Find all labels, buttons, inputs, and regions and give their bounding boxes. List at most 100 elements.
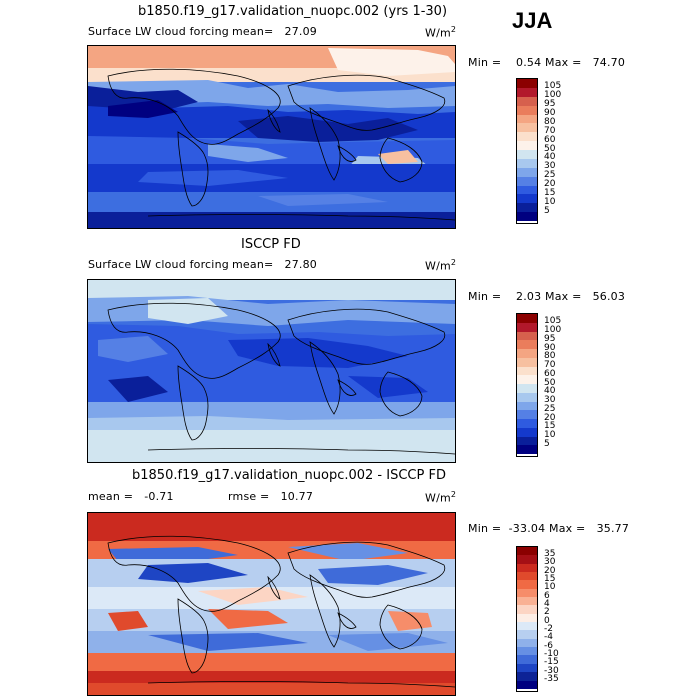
colorbar-tick-label: 60: [544, 134, 556, 145]
panel-3-max-value: 35.77: [596, 522, 630, 535]
colorbar-segment: [517, 638, 537, 648]
colorbar-tick-label: -6: [544, 640, 553, 651]
panel-3-units: W/m2: [425, 490, 456, 505]
colorbar-segment: [517, 605, 537, 614]
panel-1-units-exp: 2: [450, 25, 457, 34]
colorbar-segment: [517, 680, 537, 689]
panel-3-minmax: Min = -33.04 Max = 35.77: [468, 522, 629, 535]
colorbar-segment: [517, 114, 537, 124]
colorbar-segment: [517, 123, 537, 133]
colorbar-segment: [517, 87, 537, 97]
panel-2-colorbar-ticks: 105 100 95 90 80 70 60 50 40 30 25 20 15 10 5: [544, 313, 584, 457]
panel-3-mean: mean = -0.71: [88, 490, 174, 503]
panel-2-colorbar: [516, 313, 538, 457]
colorbar-tick-label: 15: [544, 421, 556, 432]
colorbar-tick-label: 100: [544, 325, 562, 335]
colorbar-segment: [517, 79, 537, 88]
panel-1-mean-value: 27.09: [284, 25, 318, 38]
colorbar-tick-label: 30: [544, 557, 556, 568]
panel-2-max-value: 56.03: [592, 290, 626, 303]
colorbar-tick-label: 80: [544, 116, 556, 127]
colorbar-tick-label: 95: [544, 333, 556, 344]
colorbar-tick-label: 20: [544, 179, 556, 189]
panel-2-map: [87, 279, 456, 463]
colorbar-segment: [517, 105, 537, 115]
colorbar-tick-label: -10: [544, 649, 559, 660]
colorbar-segment: [517, 340, 537, 349]
colorbar-segment: [517, 349, 537, 358]
colorbar-tick-label: 30: [544, 161, 556, 172]
panel-2-minmax: Min = 2.03 Max = 56.03: [468, 290, 625, 303]
colorbar-segment: [517, 194, 537, 204]
colorbar-tick-label: 10: [544, 196, 556, 207]
panel-2-mean-label: mean=: [232, 258, 274, 271]
panel-1-map: [87, 45, 456, 229]
panel-3-colorbar-ticks: 35 30 20 15 10 6 4 2 0 -2 -4 -6 -10 -15 -30 -35: [544, 546, 584, 692]
panel-2-units-text: W/m: [425, 259, 451, 273]
colorbar-segment: [517, 427, 537, 437]
colorbar-tick-label: 4: [544, 598, 550, 609]
panel-1-variable: Surface LW cloud forcing: [88, 25, 229, 38]
colorbar-segment: [517, 672, 537, 681]
colorbar-tick-label: 60: [544, 368, 556, 379]
colorbar-segment: [517, 392, 537, 402]
colorbar-tick-label: 100: [544, 90, 562, 101]
panel-1-units: W/m2: [425, 25, 456, 40]
panel-3-min-label: Min =: [468, 522, 502, 535]
colorbar-tick-label: 50: [544, 143, 556, 154]
panel-3-mean-value: -0.71: [144, 490, 174, 503]
colorbar-segment: [517, 158, 537, 168]
panel-2-mean-value: 27.80: [284, 258, 318, 271]
colorbar-segment: [517, 630, 537, 639]
colorbar-segment: [517, 96, 537, 106]
panel-1-units-text: W/m: [425, 26, 451, 40]
colorbar-segment: [517, 331, 537, 341]
panel-1-min-label: Min =: [468, 56, 502, 69]
colorbar-tick-label: 15: [544, 187, 556, 198]
colorbar-segment: [517, 622, 537, 631]
panel-3-title: b1850.f19_g17.validation_nuopc.002 - ISC…: [132, 468, 446, 483]
colorbar-segment: [517, 445, 537, 454]
colorbar-segment: [517, 141, 537, 150]
colorbar-segment: [517, 588, 537, 598]
panel-3-rmse: rmse = 10.77: [228, 490, 313, 503]
panel-1-min-value: 0.54: [516, 56, 542, 69]
colorbar-segment: [517, 357, 537, 367]
colorbar-tick-label: 105: [544, 316, 562, 327]
colorbar-segment: [517, 212, 537, 221]
panel-1-mean-label: mean=: [232, 25, 274, 38]
colorbar-tick-label: 80: [544, 351, 556, 362]
colorbar-segment: [517, 436, 537, 446]
colorbar-segment: [517, 572, 537, 581]
colorbar-tick-label: -15: [544, 657, 559, 668]
colorbar-segment: [517, 366, 537, 376]
colorbar-segment: [517, 203, 537, 213]
colorbar-segment: [517, 580, 537, 589]
panel-2-mean: mean= 27.80: [232, 258, 317, 271]
colorbar-segment: [517, 647, 537, 656]
colorbar-segment: [517, 132, 537, 142]
colorbar-tick-label: 30: [544, 395, 556, 405]
colorbar-tick-label: 90: [544, 108, 556, 118]
colorbar-tick-label: 90: [544, 342, 556, 353]
panel-3-map: [87, 512, 456, 696]
colorbar-segment: [517, 597, 537, 606]
colorbar-segment: [517, 555, 537, 564]
colorbar-tick-label: 6: [544, 590, 550, 601]
panel-2-units: W/m2: [425, 258, 456, 273]
colorbar-tick-label: 25: [544, 403, 556, 414]
panel-1-max-label: Max =: [545, 56, 582, 69]
panel-1-mean: mean= 27.09: [232, 25, 317, 38]
panel-2-min-value: 2.03: [516, 290, 542, 303]
colorbar-tick-label: 40: [544, 152, 556, 163]
panel-1-title: b1850.f19_g17.validation_nuopc.002 (yrs …: [138, 4, 448, 19]
colorbar-segment: [517, 167, 537, 177]
colorbar-segment: [517, 150, 537, 159]
season-label: JJA: [512, 8, 553, 33]
colorbar-tick-label: -2: [544, 624, 553, 635]
colorbar-segment: [517, 547, 537, 556]
colorbar-tick-label: 0: [544, 615, 550, 626]
colorbar-tick-label: 20: [544, 565, 556, 576]
panel-3-units-text: W/m: [425, 491, 451, 505]
panel-3-rmse-label: rmse =: [228, 490, 270, 503]
